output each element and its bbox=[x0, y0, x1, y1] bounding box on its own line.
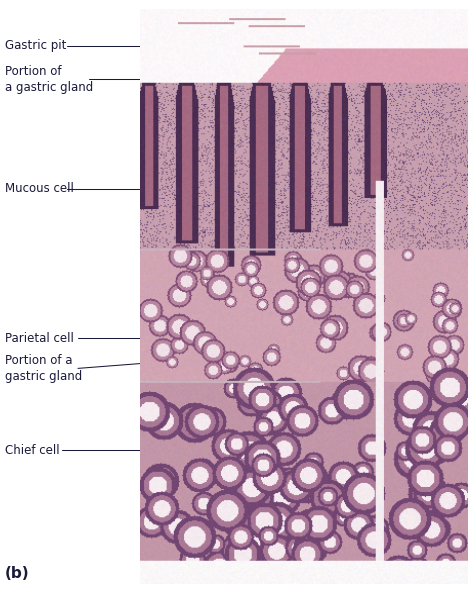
Text: Chief cell: Chief cell bbox=[5, 444, 59, 457]
Text: Parietal cell: Parietal cell bbox=[5, 332, 73, 345]
Text: Portion of
a gastric gland: Portion of a gastric gland bbox=[5, 65, 93, 93]
Text: Mucous cell: Mucous cell bbox=[5, 182, 73, 195]
Text: Portion of a
gastric gland: Portion of a gastric gland bbox=[5, 354, 82, 383]
Text: Gastric pit: Gastric pit bbox=[5, 39, 66, 52]
Text: (b): (b) bbox=[5, 566, 29, 581]
